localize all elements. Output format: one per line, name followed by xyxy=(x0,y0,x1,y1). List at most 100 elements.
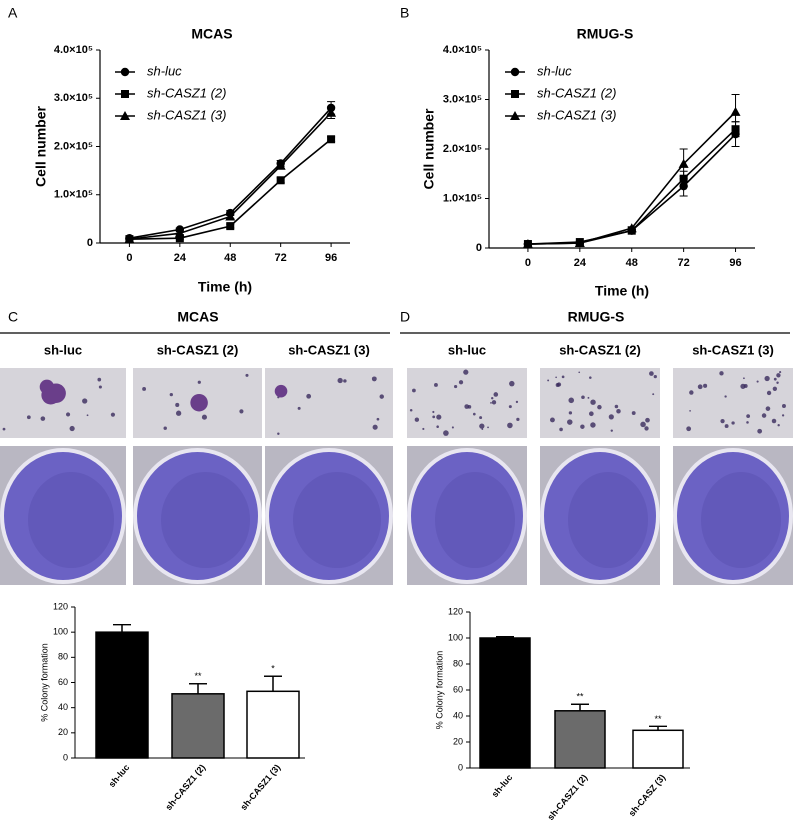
y-tick-label: 4.0×10⁵ xyxy=(54,44,93,56)
column-header: sh-CASZ1 (2) xyxy=(559,342,641,357)
colony xyxy=(644,426,649,431)
colony xyxy=(761,413,767,418)
colony xyxy=(297,406,301,410)
colony xyxy=(746,421,749,424)
point xyxy=(174,228,185,238)
y-tick-label: 20 xyxy=(453,736,463,746)
colony xyxy=(589,376,592,379)
colony xyxy=(719,371,724,376)
colony xyxy=(568,397,575,404)
legend-label: sh-CASZ1 (2) xyxy=(537,85,616,100)
y-axis-label: Cell number xyxy=(33,105,49,186)
colony xyxy=(777,424,780,427)
column-header: sh-luc xyxy=(44,342,82,357)
colony xyxy=(771,418,777,424)
colony xyxy=(766,390,772,396)
panel-label: A xyxy=(8,5,18,21)
colony xyxy=(239,409,244,414)
y-tick-label: 80 xyxy=(58,652,68,662)
point xyxy=(574,238,585,248)
point xyxy=(626,223,637,233)
colony xyxy=(559,427,563,432)
x-tick-label: 72 xyxy=(275,252,287,264)
y-tick-label: 2.0×10⁵ xyxy=(443,143,482,155)
error-bar-cap xyxy=(496,636,514,638)
well-shade xyxy=(28,472,114,568)
colony-large xyxy=(46,383,66,404)
colony xyxy=(631,411,636,415)
x-tick-label: 24 xyxy=(574,257,587,269)
point xyxy=(175,234,184,243)
point xyxy=(510,67,520,77)
colony xyxy=(458,380,464,385)
colony xyxy=(689,410,691,412)
colony xyxy=(82,398,88,404)
annotation: ** xyxy=(194,671,202,681)
point xyxy=(522,239,533,249)
panel-title: MCAS xyxy=(177,309,218,325)
colony xyxy=(567,419,573,425)
colony xyxy=(640,421,646,428)
colony xyxy=(608,414,614,420)
column-header: sh-luc xyxy=(448,342,486,357)
colony xyxy=(69,425,75,432)
colony xyxy=(581,395,585,400)
point xyxy=(510,111,520,120)
well-shade xyxy=(161,472,250,568)
x-tick-label: 72 xyxy=(678,257,690,269)
colony xyxy=(436,414,442,420)
colony xyxy=(169,392,173,397)
colony xyxy=(414,417,420,422)
colony xyxy=(443,430,449,436)
colony xyxy=(697,384,703,390)
y-tick-label: 0 xyxy=(63,752,68,762)
colony xyxy=(493,392,499,397)
y-axis-label: % Colony formation xyxy=(39,643,49,722)
point xyxy=(225,211,236,221)
point xyxy=(120,111,130,120)
colony xyxy=(616,408,621,414)
point xyxy=(226,222,235,231)
colony-large xyxy=(274,384,288,398)
colony xyxy=(245,373,249,377)
micrograph xyxy=(0,368,126,438)
error-bar-cap xyxy=(649,725,667,731)
error-bar-cap xyxy=(113,623,131,633)
bar xyxy=(632,729,684,769)
colony xyxy=(40,416,46,421)
colony xyxy=(175,410,182,416)
colony xyxy=(163,426,167,430)
colony xyxy=(757,428,763,434)
colony xyxy=(686,426,692,432)
point xyxy=(326,107,337,117)
colony xyxy=(561,375,565,379)
well-shade xyxy=(568,472,648,568)
colony xyxy=(776,373,781,378)
panel-label: B xyxy=(400,5,409,21)
colony xyxy=(372,424,378,430)
colony xyxy=(175,402,180,407)
colony xyxy=(463,369,469,375)
colony xyxy=(337,377,343,384)
colony xyxy=(590,422,596,428)
colony xyxy=(720,418,725,424)
colony xyxy=(376,417,380,421)
annotation: ** xyxy=(576,692,584,702)
point xyxy=(511,90,519,98)
error-bar-cap xyxy=(571,703,589,711)
colony xyxy=(764,375,770,382)
colony xyxy=(434,383,438,387)
point xyxy=(327,135,336,144)
colony xyxy=(580,424,585,429)
point xyxy=(730,106,741,116)
colony xyxy=(724,395,727,398)
colony xyxy=(549,417,555,423)
colony xyxy=(277,432,280,436)
colony xyxy=(2,427,6,431)
colony xyxy=(743,383,748,388)
column-header: sh-CASZ1 (3) xyxy=(288,342,370,357)
colony xyxy=(371,376,377,382)
x-tick-label: 96 xyxy=(729,257,741,269)
colony xyxy=(781,414,785,417)
